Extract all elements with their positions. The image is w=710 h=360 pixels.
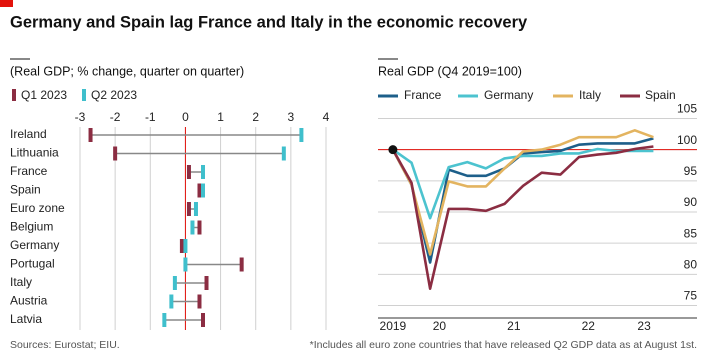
x-tick-label: -2 <box>110 110 121 124</box>
marker <box>186 202 191 216</box>
x-tick-label: 22 <box>582 319 596 333</box>
panel-subtitle: Real GDP (Q4 2019=100) <box>378 64 522 78</box>
series-line <box>391 129 654 256</box>
source: Sources: Eurostat; EIU. <box>10 339 120 351</box>
marker <box>239 257 244 272</box>
y-tick-label: 80 <box>684 258 698 272</box>
footnote: *Includes all euro zone countries that h… <box>310 339 697 351</box>
x-tick-label: 4 <box>323 110 330 124</box>
x-tick-label: 23 <box>637 319 651 333</box>
marker <box>179 239 184 253</box>
legend-label: Italy <box>579 88 601 102</box>
marker <box>204 276 209 290</box>
x-tick-label: 3 <box>288 110 295 124</box>
brand-tag <box>0 0 13 7</box>
legend-swatch <box>12 89 16 101</box>
x-tick-label: 2019 <box>380 319 407 333</box>
y-tick-label: 90 <box>684 195 698 209</box>
y-tick-label: 105 <box>677 102 697 116</box>
legend-swatch <box>82 89 86 101</box>
x-tick-label: 0 <box>182 110 189 124</box>
y-tick-label: 75 <box>684 289 698 303</box>
legend-label: Germany <box>484 88 533 102</box>
category-label: France <box>10 164 48 178</box>
category-label: Portugal <box>10 257 55 271</box>
x-tick-label: -1 <box>145 110 156 124</box>
base-point <box>388 145 398 155</box>
category-label: Euro zone <box>10 201 65 215</box>
y-tick-label: 100 <box>677 133 697 147</box>
category-label: Belgium <box>10 220 53 234</box>
marker <box>197 294 202 309</box>
panel-subtitle: (Real GDP; % change, quarter on quarter) <box>10 64 244 78</box>
marker <box>162 313 167 327</box>
category-label: Austria <box>10 294 48 308</box>
chart-title: Germany and Spain lag France and Italy i… <box>10 13 528 31</box>
marker <box>193 202 198 216</box>
marker <box>197 220 202 235</box>
marker <box>88 128 93 142</box>
marker <box>201 313 205 327</box>
marker <box>201 183 205 198</box>
marker <box>201 165 205 179</box>
marker <box>299 128 304 142</box>
series-line <box>391 145 654 290</box>
marker <box>183 257 188 272</box>
marker <box>113 146 118 161</box>
marker <box>197 183 202 198</box>
legend-label: France <box>404 88 442 102</box>
legend-label: Q1 2023 <box>21 88 67 102</box>
x-tick-label: 20 <box>433 319 447 333</box>
category-label: Latvia <box>10 312 42 326</box>
category-label: Lithuania <box>10 146 59 160</box>
marker <box>169 294 174 309</box>
y-tick-label: 85 <box>684 226 698 240</box>
marker <box>281 146 286 161</box>
marker <box>186 165 191 179</box>
x-tick-label: 2 <box>252 110 259 124</box>
category-label: Spain <box>10 183 41 197</box>
marker <box>183 239 188 253</box>
marker <box>172 276 177 290</box>
series-line <box>392 147 654 220</box>
category-label: Germany <box>10 238 59 252</box>
x-tick-label: 1 <box>217 110 224 124</box>
marker <box>190 220 195 235</box>
y-tick-label: 95 <box>684 164 698 178</box>
legend-label: Spain <box>645 88 676 102</box>
category-label: Ireland <box>10 127 47 141</box>
x-tick-label: -3 <box>75 110 86 124</box>
category-label: Italy <box>10 275 32 289</box>
legend-label: Q2 2023 <box>91 88 137 102</box>
x-tick-label: 21 <box>507 319 521 333</box>
